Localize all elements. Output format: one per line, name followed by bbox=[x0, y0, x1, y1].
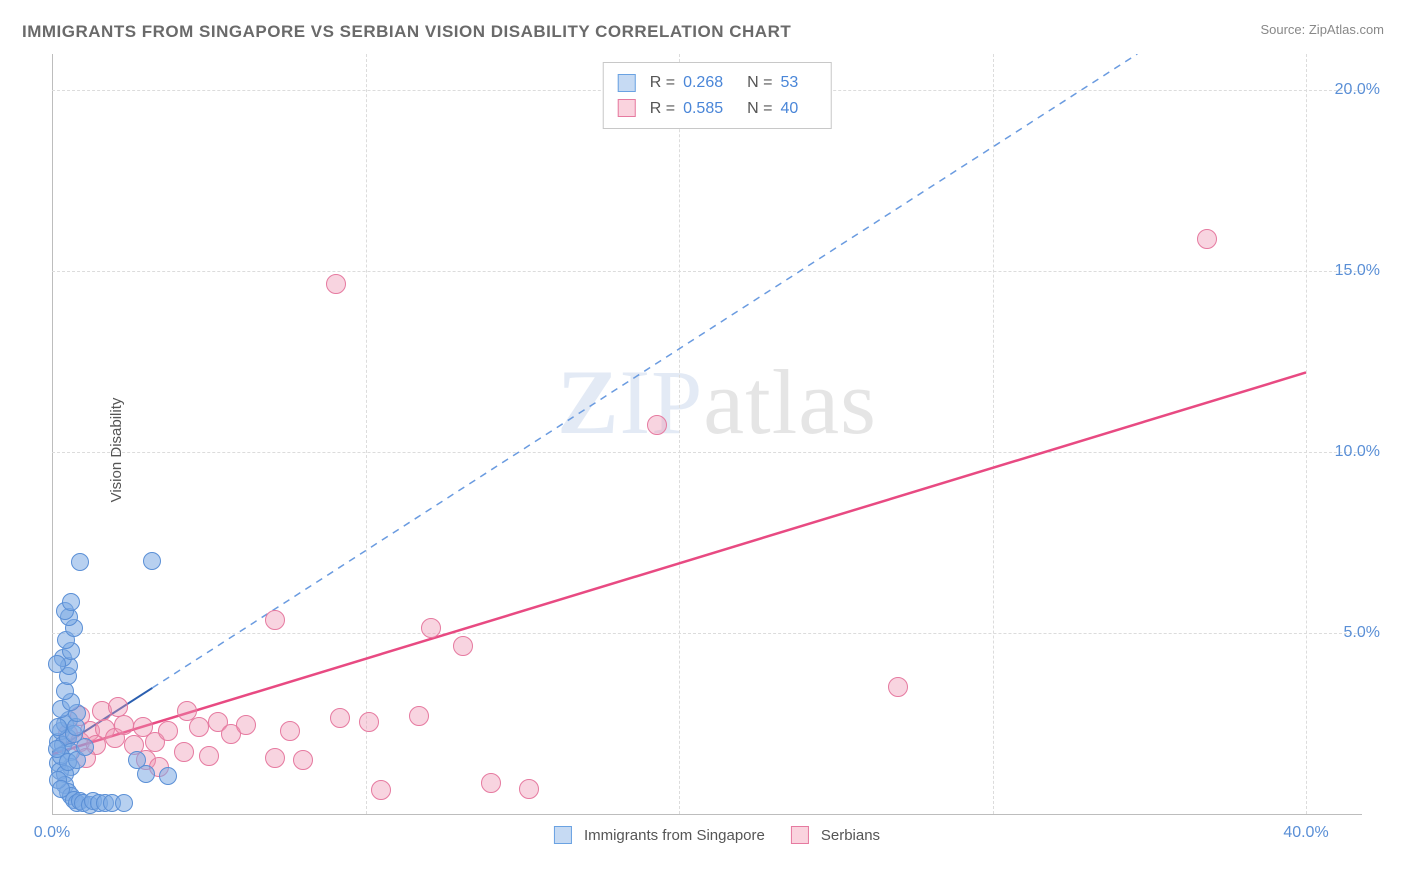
x-tick-label: 40.0% bbox=[1283, 824, 1328, 842]
scatter-point-series1 bbox=[62, 593, 80, 611]
swatch-series2 bbox=[618, 99, 636, 117]
x-tick-label: 0.0% bbox=[34, 824, 70, 842]
legend-label-series1: Immigrants from Singapore bbox=[584, 827, 765, 844]
n-label: N = bbox=[747, 96, 772, 122]
stats-row-series1: R = 0.268 N = 53 bbox=[618, 70, 813, 96]
scatter-point-series1 bbox=[143, 552, 161, 570]
watermark-z: Z bbox=[557, 351, 619, 453]
scatter-point-series2 bbox=[326, 274, 346, 294]
n-label: N = bbox=[747, 70, 772, 96]
scatter-point-series2 bbox=[108, 697, 128, 717]
n-value-series1: 53 bbox=[780, 70, 798, 96]
swatch-series2 bbox=[791, 826, 809, 844]
scatter-point-series2 bbox=[371, 780, 391, 800]
scatter-point-series2 bbox=[519, 779, 539, 799]
swatch-series1 bbox=[618, 74, 636, 92]
swatch-series1 bbox=[554, 826, 572, 844]
scatter-point-series2 bbox=[1197, 229, 1217, 249]
source-attribution: Source: ZipAtlas.com bbox=[1260, 22, 1384, 37]
scatter-point-series1 bbox=[159, 767, 177, 785]
scatter-point-series2 bbox=[647, 415, 667, 435]
y-axis-label: Vision Disability bbox=[108, 398, 125, 503]
scatter-point-series2 bbox=[280, 721, 300, 741]
scatter-point-series2 bbox=[330, 708, 350, 728]
scatter-point-series2 bbox=[174, 742, 194, 762]
y-tick-label: 5.0% bbox=[1344, 624, 1380, 642]
series-legend: Immigrants from Singapore Serbians bbox=[554, 826, 880, 844]
y-tick-label: 15.0% bbox=[1335, 262, 1380, 280]
watermark-ip: IP bbox=[619, 351, 703, 453]
y-tick-label: 10.0% bbox=[1335, 443, 1380, 461]
scatter-point-series2 bbox=[888, 677, 908, 697]
r-label: R = bbox=[650, 96, 675, 122]
scatter-point-series2 bbox=[199, 746, 219, 766]
scatter-point-series2 bbox=[421, 618, 441, 638]
scatter-plot: Vision Disability ZIPatlas 5.0% 10.0% 15.0… bbox=[52, 54, 1382, 846]
scatter-point-series2 bbox=[453, 636, 473, 656]
n-value-series2: 40 bbox=[780, 96, 798, 122]
scatter-point-series2 bbox=[189, 717, 209, 737]
scatter-point-series1 bbox=[49, 718, 67, 736]
scatter-point-series1 bbox=[115, 794, 133, 812]
scatter-point-series1 bbox=[48, 655, 66, 673]
scatter-point-series2 bbox=[236, 715, 256, 735]
scatter-point-series2 bbox=[114, 715, 134, 735]
scatter-point-series2 bbox=[409, 706, 429, 726]
scatter-point-series2 bbox=[481, 773, 501, 793]
scatter-point-series2 bbox=[177, 701, 197, 721]
scatter-point-series2 bbox=[293, 750, 313, 770]
watermark-atlas: atlas bbox=[703, 351, 877, 453]
scatter-point-series1 bbox=[137, 765, 155, 783]
y-axis-line bbox=[52, 54, 53, 814]
scatter-point-series1 bbox=[52, 780, 70, 798]
r-value-series1: 0.268 bbox=[683, 70, 723, 96]
scatter-point-series2 bbox=[158, 721, 178, 741]
r-value-series2: 0.585 bbox=[683, 96, 723, 122]
chart-title: IMMIGRANTS FROM SINGAPORE VS SERBIAN VIS… bbox=[22, 22, 791, 42]
r-label: R = bbox=[650, 70, 675, 96]
watermark: ZIPatlas bbox=[557, 349, 877, 455]
stats-row-series2: R = 0.585 N = 40 bbox=[618, 96, 813, 122]
legend-item-series1: Immigrants from Singapore bbox=[554, 826, 765, 844]
scatter-point-series2 bbox=[359, 712, 379, 732]
legend-item-series2: Serbians bbox=[791, 826, 880, 844]
y-tick-label: 20.0% bbox=[1335, 81, 1380, 99]
scatter-point-series2 bbox=[265, 610, 285, 630]
scatter-point-series1 bbox=[76, 738, 94, 756]
stats-legend-box: R = 0.268 N = 53 R = 0.585 N = 40 bbox=[603, 62, 832, 129]
scatter-point-series2 bbox=[265, 748, 285, 768]
scatter-point-series1 bbox=[71, 553, 89, 571]
legend-label-series2: Serbians bbox=[821, 827, 880, 844]
